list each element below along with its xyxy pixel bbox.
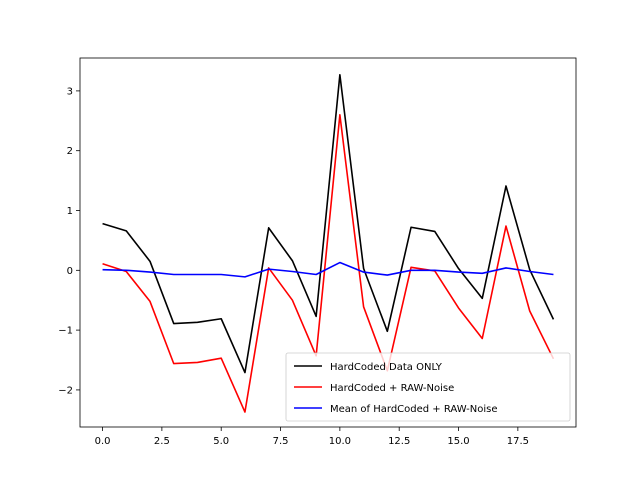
series-line-1 xyxy=(102,73,555,374)
series-line-2 xyxy=(102,114,555,413)
legend-label-1: HardCoded Data ONLY xyxy=(330,362,443,373)
x-tick-label: 17.5 xyxy=(507,436,529,447)
y-tick-label: 1 xyxy=(67,206,73,217)
x-tick-label: 2.5 xyxy=(154,436,170,447)
y-tick-label: 0 xyxy=(67,266,73,277)
y-tick-label: −1 xyxy=(58,326,73,337)
x-axis: 0.0 2.5 5.0 7.5 10.0 12.5 15.0 17.5 xyxy=(95,427,529,447)
y-axis: −2 −1 0 1 2 3 xyxy=(58,86,80,396)
plot-frame xyxy=(79,57,577,428)
x-tick-label: 10.0 xyxy=(329,436,351,447)
series-line-3 xyxy=(102,261,554,278)
y-tick-label: 3 xyxy=(67,86,73,97)
legend-label-3: Mean of HardCoded + RAW-Noise xyxy=(330,404,498,415)
x-tick-label: 12.5 xyxy=(388,436,410,447)
x-tick-label: 7.5 xyxy=(273,436,289,447)
x-tick-label: 15.0 xyxy=(447,436,469,447)
series-layer xyxy=(102,73,555,413)
y-tick-label: −2 xyxy=(58,385,73,396)
legend: HardCoded Data ONLY HardCoded + RAW-Noise… xyxy=(285,352,571,422)
y-tick-label: 2 xyxy=(67,146,73,157)
x-tick-label: 5.0 xyxy=(213,436,229,447)
legend-box xyxy=(285,352,571,422)
x-tick-label: 0.0 xyxy=(95,436,111,447)
legend-label-2: HardCoded + RAW-Noise xyxy=(330,383,454,394)
